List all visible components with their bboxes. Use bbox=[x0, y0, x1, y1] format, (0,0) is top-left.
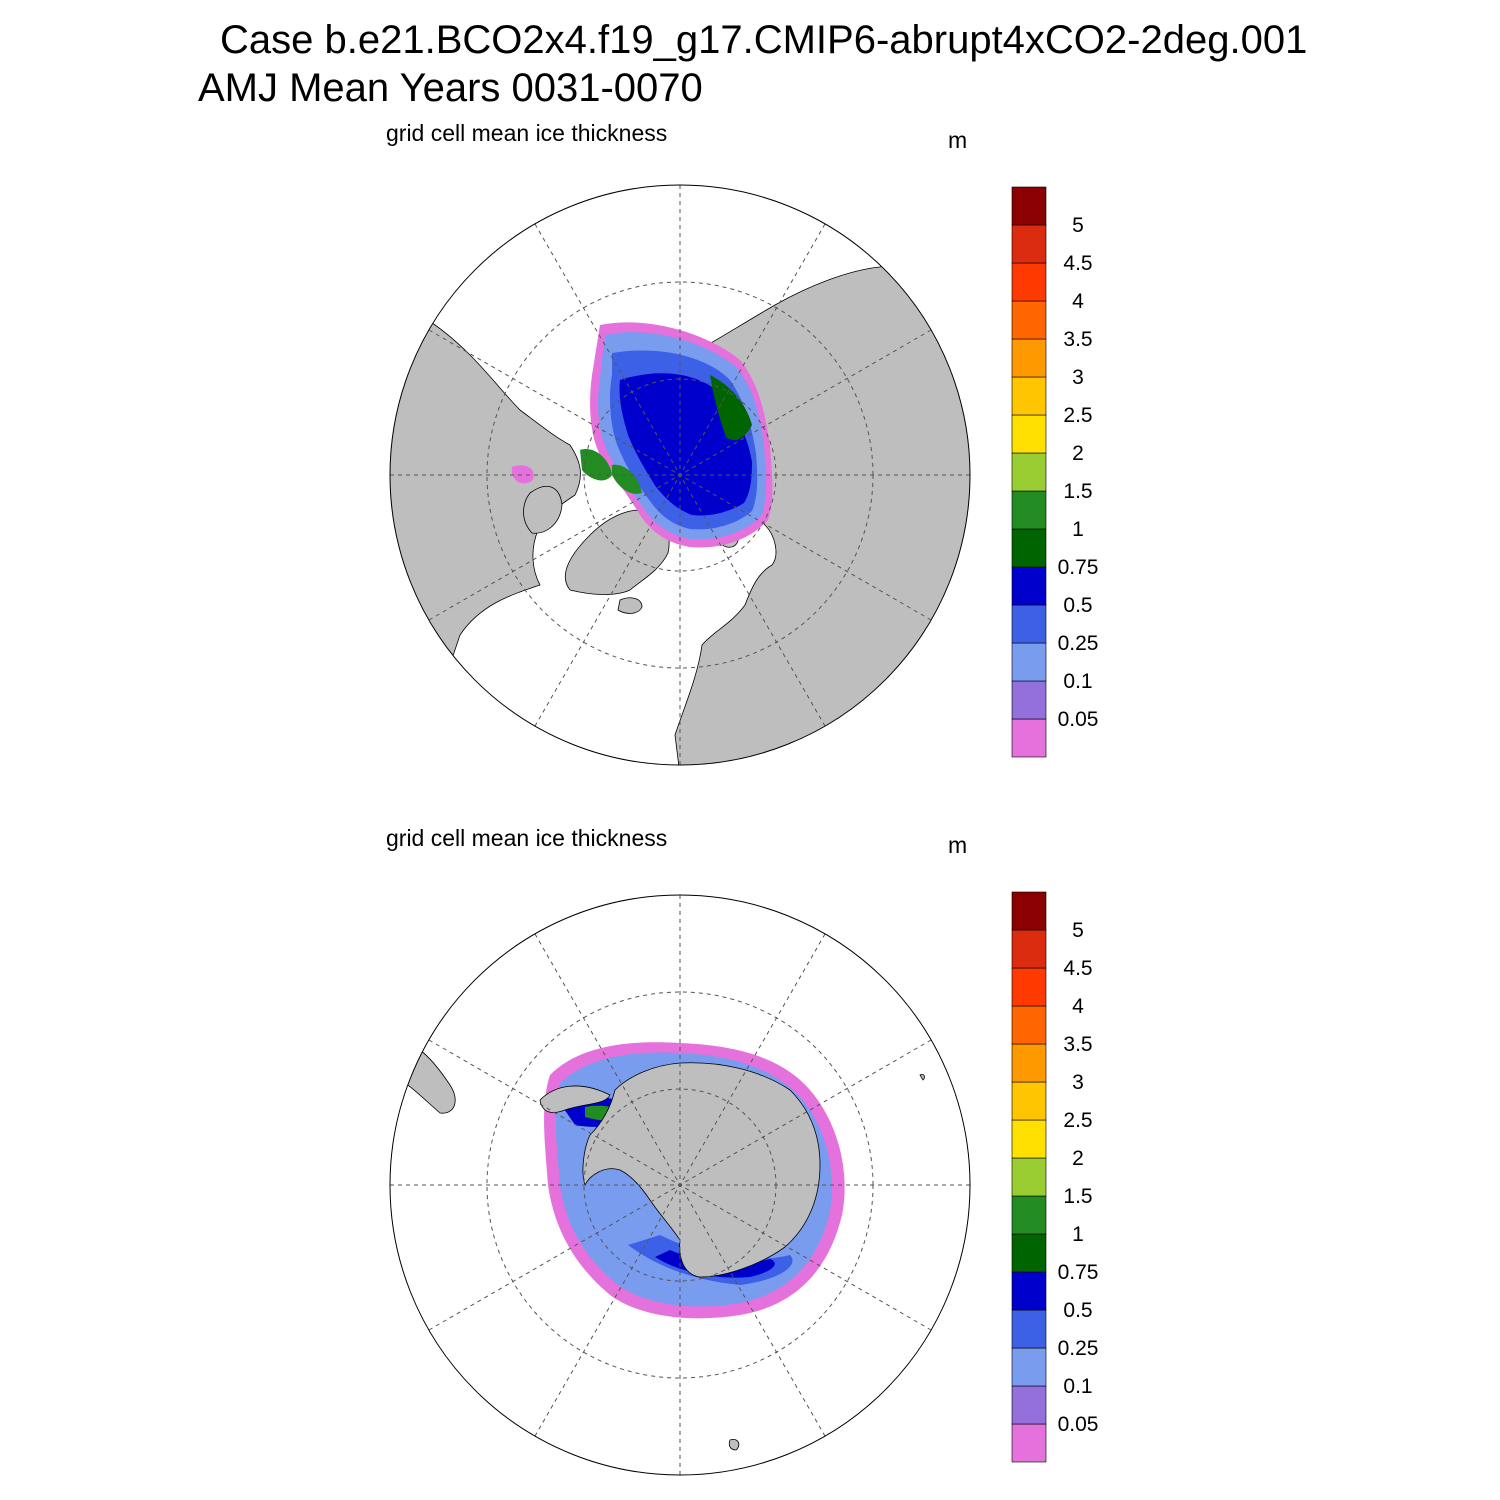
south-colorbar bbox=[1011, 891, 1047, 1463]
north-colorbar-label: 2 bbox=[1072, 442, 1084, 465]
north-map-border bbox=[389, 184, 971, 766]
south-colorbar-label: 0.1 bbox=[1063, 1375, 1093, 1398]
north-sea-ice bbox=[580, 322, 773, 548]
south-colorbar-box-0 bbox=[1011, 1423, 1047, 1463]
south-colorbar-label: 2.5 bbox=[1063, 1109, 1093, 1132]
north-panel-title: grid cell mean ice thickness bbox=[386, 120, 668, 146]
south-panel-title: grid cell mean ice thickness bbox=[386, 825, 668, 851]
north-colorbar-label: 1 bbox=[1072, 518, 1084, 541]
south-colorbar-box-8 bbox=[1011, 1119, 1047, 1159]
north-graticule bbox=[390, 185, 970, 765]
south-map-border bbox=[389, 894, 971, 1476]
south-colorbar-box-2 bbox=[1011, 1347, 1047, 1387]
north-colorbar-box-5 bbox=[1011, 528, 1047, 568]
figure-title-case: Case b.e21.BCO2x4.f19_g17.CMIP6-abrupt4x… bbox=[220, 18, 1308, 62]
south-units-label: m bbox=[948, 832, 968, 858]
south-colorbar-box-11 bbox=[1011, 1005, 1047, 1045]
south-colorbar-label: 5 bbox=[1072, 919, 1084, 942]
south-colorbar-label: 1.5 bbox=[1063, 1185, 1093, 1208]
north-colorbar-box-10 bbox=[1011, 338, 1047, 378]
north-colorbar-box-14 bbox=[1011, 186, 1047, 226]
north-colorbar-label: 2.5 bbox=[1063, 404, 1093, 427]
north-colorbar-label: 3.5 bbox=[1063, 328, 1093, 351]
south-colorbar-label: 1 bbox=[1072, 1223, 1084, 1246]
north-colorbar-box-8 bbox=[1011, 414, 1047, 454]
north-colorbar-label: 4.5 bbox=[1063, 252, 1093, 275]
south-colorbar-box-5 bbox=[1011, 1233, 1047, 1273]
north-colorbar-label: 0.5 bbox=[1063, 594, 1093, 617]
south-colorbar-box-12 bbox=[1011, 967, 1047, 1007]
north-colorbar-box-1 bbox=[1011, 680, 1047, 720]
north-units-label: m bbox=[948, 127, 968, 153]
north-colorbar-box-2 bbox=[1011, 642, 1047, 682]
south-colorbar-box-7 bbox=[1011, 1157, 1047, 1197]
south-colorbar-box-6 bbox=[1011, 1195, 1047, 1235]
north-colorbar-box-3 bbox=[1011, 604, 1047, 644]
north-colorbar-box-6 bbox=[1011, 490, 1047, 530]
south-colorbar-label: 0.5 bbox=[1063, 1299, 1093, 1322]
north-colorbar-label: 3 bbox=[1072, 366, 1084, 389]
south-colorbar-box-9 bbox=[1011, 1081, 1047, 1121]
south-polar-map bbox=[389, 894, 971, 1476]
south-colorbar-label: 4.5 bbox=[1063, 957, 1093, 980]
figure-title-period: AMJ Mean Years 0031-0070 bbox=[198, 66, 703, 110]
north-colorbar-box-0 bbox=[1011, 718, 1047, 758]
north-colorbar-box-11 bbox=[1011, 300, 1047, 340]
south-colorbar-label: 3 bbox=[1072, 1071, 1084, 1094]
south-colorbar-box-4 bbox=[1011, 1271, 1047, 1311]
north-colorbar-box-9 bbox=[1011, 376, 1047, 416]
north-colorbar-label: 0.25 bbox=[1057, 632, 1099, 655]
north-colorbar-label: 1.5 bbox=[1063, 480, 1093, 503]
south-colorbar-label: 4 bbox=[1072, 995, 1084, 1018]
north-colorbar-label: 0.05 bbox=[1057, 708, 1099, 731]
north-colorbar-label: 4 bbox=[1072, 290, 1084, 313]
south-colorbar-box-13 bbox=[1011, 929, 1047, 969]
south-colorbar-label: 0.05 bbox=[1057, 1413, 1099, 1436]
south-colorbar-box-14 bbox=[1011, 891, 1047, 931]
north-colorbar-label: 0.1 bbox=[1063, 670, 1093, 693]
south-colorbar-box-10 bbox=[1011, 1043, 1047, 1083]
north-colorbar-box-7 bbox=[1011, 452, 1047, 492]
north-colorbar-label: 5 bbox=[1072, 214, 1084, 237]
north-colorbar-box-13 bbox=[1011, 224, 1047, 264]
south-colorbar-label: 3.5 bbox=[1063, 1033, 1093, 1056]
north-polar-map bbox=[389, 184, 971, 766]
north-colorbar bbox=[1011, 186, 1047, 758]
south-colorbar-label: 2 bbox=[1072, 1147, 1084, 1170]
north-colorbar-box-12 bbox=[1011, 262, 1047, 302]
north-colorbar-label: 0.75 bbox=[1057, 556, 1099, 579]
north-colorbar-box-4 bbox=[1011, 566, 1047, 606]
south-graticule bbox=[390, 895, 970, 1475]
south-colorbar-box-3 bbox=[1011, 1309, 1047, 1349]
south-colorbar-label: 0.75 bbox=[1057, 1261, 1099, 1284]
south-colorbar-label: 0.25 bbox=[1057, 1337, 1099, 1360]
south-colorbar-box-1 bbox=[1011, 1385, 1047, 1425]
